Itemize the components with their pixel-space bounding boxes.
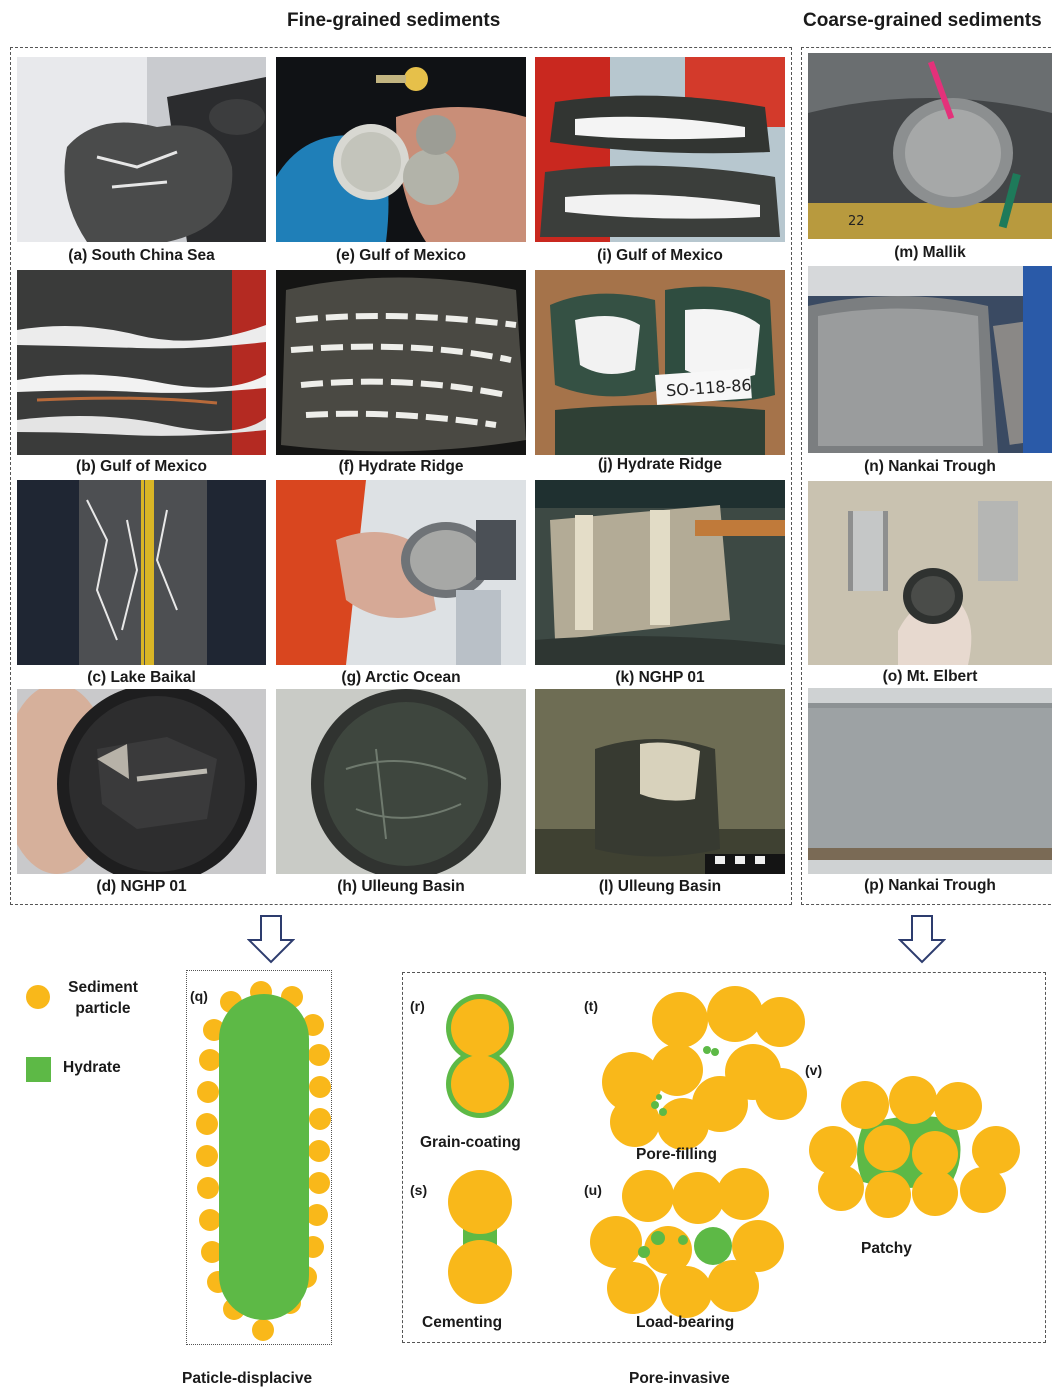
caption-f: (f) Hydrate Ridge [338,458,464,475]
legend-hydrate-swatch [26,1057,51,1082]
pore-invasive-frame [402,972,1046,1343]
caption-n: (n) Nankai Trough [864,458,996,475]
photo-d [17,689,266,874]
coarse-grained-frame [801,47,1052,905]
caption-i: (i) Gulf of Mexico [597,247,723,264]
caption-g: (g) Arctic Ocean [341,669,461,686]
ruler-number: 22 [848,214,865,229]
photo-h [276,689,526,874]
caption-b: (b) Gulf of Mexico [76,458,207,475]
pore-filling-diagram [602,986,807,1150]
label-pore-invasive: Pore-invasive [629,1370,730,1387]
label-patchy: Patchy [861,1240,912,1257]
patchy-diagram [809,1076,1020,1218]
fine-grained-heading: Fine-grained sediments [287,10,501,31]
caption-e: (e) Gulf of Mexico [335,247,467,264]
label-r: (r) [410,998,425,1014]
caption-d: (d) NGHP 01 [96,878,187,895]
photo-p [808,688,1052,874]
legend-sediment-label: Sediment particle [68,979,138,1017]
label-particle-displacive: Paticle-displacive [182,1370,313,1387]
caption-h: (h) Ulleung Basin [337,878,465,895]
caption-p: (p) Nankai Trough [864,877,996,894]
photo-o [808,481,1052,665]
photo-l [535,689,785,874]
displacive-frame [186,970,332,1345]
load-bearing-diagram [590,1168,784,1318]
caption-a: (a) South China Sea [68,247,215,264]
caption-j: (j) Hydrate Ridge [597,456,722,473]
label-pore-filling: Pore-filling [636,1146,717,1163]
photo-j: SO-118-86 [535,270,785,455]
caption-m: (m) Mallik [894,244,966,261]
label-grain-coating: Grain-coating [420,1134,521,1151]
photo-b [17,270,266,455]
photo-m: 22 [808,53,1052,239]
down-arrow-right-icon [898,915,946,964]
caption-c: (c) Lake Baikal [87,669,196,686]
coarse-grained-heading: Coarse-grained sediments [803,10,1042,31]
fine-grained-frame [10,47,792,905]
photo-f [276,270,526,455]
caption-o: (o) Mt. Elbert [882,668,978,685]
photo-e [276,57,526,242]
legend-sediment-swatch [26,985,50,1009]
photo-n [808,266,1052,453]
caption-k: (k) NGHP 01 [615,669,705,686]
label-u: (u) [584,1182,602,1198]
down-arrow-left-icon [247,915,295,964]
grain-coating-diagram [446,994,514,1118]
label-s: (s) [410,1182,428,1198]
label-v: (v) [805,1062,823,1078]
label-q: (q) [190,988,208,1004]
photo-g [276,480,526,665]
legend-hydrate-label: Hydrate [63,1059,121,1076]
photo-k [535,480,785,665]
photo-a [17,57,266,242]
label-t: (t) [584,998,598,1014]
label-cementing: Cementing [422,1314,503,1331]
cementing-diagram [448,1170,512,1304]
label-load-bearing: Load-bearing [636,1314,735,1331]
caption-l: (l) Ulleung Basin [598,878,722,895]
photo-i [535,57,785,242]
photo-c [17,480,266,665]
particle-displacive-diagram [196,981,331,1341]
